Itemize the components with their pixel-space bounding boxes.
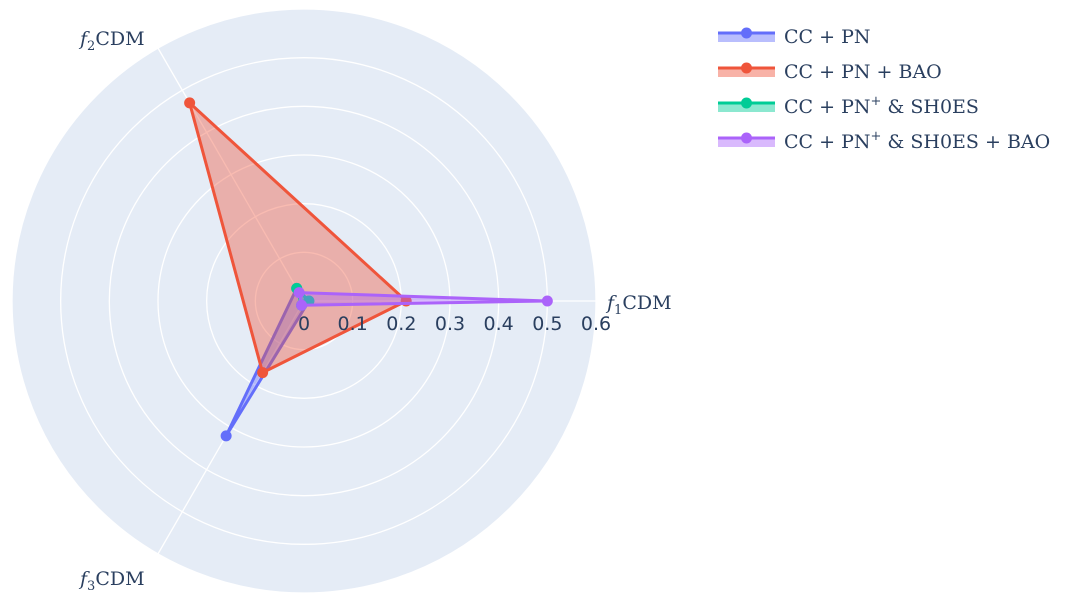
radial-tick-label: 0.3 (435, 313, 465, 335)
series-area (297, 291, 549, 307)
legend-label: CC + PN (784, 26, 870, 48)
radial-tick-label: 0.4 (484, 313, 514, 335)
legend[interactable]: CC + PN CC + PN + BAO CC + PN+ & SH0ES CC +… (718, 26, 1050, 153)
radial-tick-label: 0.5 (532, 313, 562, 335)
data-point-f1[interactable] (541, 295, 553, 307)
legend-swatch-marker (741, 27, 752, 39)
legend-item-2[interactable]: CC + PN+ & SH0ES (718, 94, 979, 118)
legend-label: CC + PN+ & SH0ES (784, 94, 979, 118)
series-layer (184, 97, 553, 442)
data-point-f3[interactable] (296, 299, 308, 311)
data-point-f2[interactable] (184, 97, 196, 109)
legend-label: CC + PN+ & SH0ES + BAO (784, 129, 1050, 153)
axis-label-f1: f1CDM (605, 292, 672, 318)
radial-tick-label: 0.1 (338, 313, 368, 335)
radial-tick-label: 0 (298, 313, 310, 335)
data-point-f3[interactable] (220, 430, 232, 442)
legend-swatch-marker (741, 97, 752, 109)
series-3 (293, 287, 553, 311)
legend-item-3[interactable]: CC + PN+ & SH0ES + BAO (718, 129, 1050, 153)
data-point-f3[interactable] (257, 367, 269, 379)
axis-label-f3: f3CDM (78, 568, 145, 594)
axis-spoke-f2 (157, 47, 305, 302)
legend-swatch-marker (741, 62, 752, 74)
axis-labels: f1CDM f2CDM f3CDM (78, 28, 672, 594)
radial-tick-label: 0.6 (581, 313, 611, 335)
data-point-f2[interactable] (293, 287, 305, 299)
legend-item-1[interactable]: CC + PN + BAO (718, 61, 942, 83)
legend-item-0[interactable]: CC + PN (718, 26, 870, 48)
radial-ticks: 0 0.1 0.2 0.3 0.4 0.5 0.6 (298, 313, 611, 335)
axis-label-f2: f2CDM (78, 28, 145, 54)
radial-tick-label: 0.2 (386, 313, 416, 335)
legend-swatch-marker (741, 132, 752, 144)
legend-label: CC + PN + BAO (784, 61, 942, 83)
